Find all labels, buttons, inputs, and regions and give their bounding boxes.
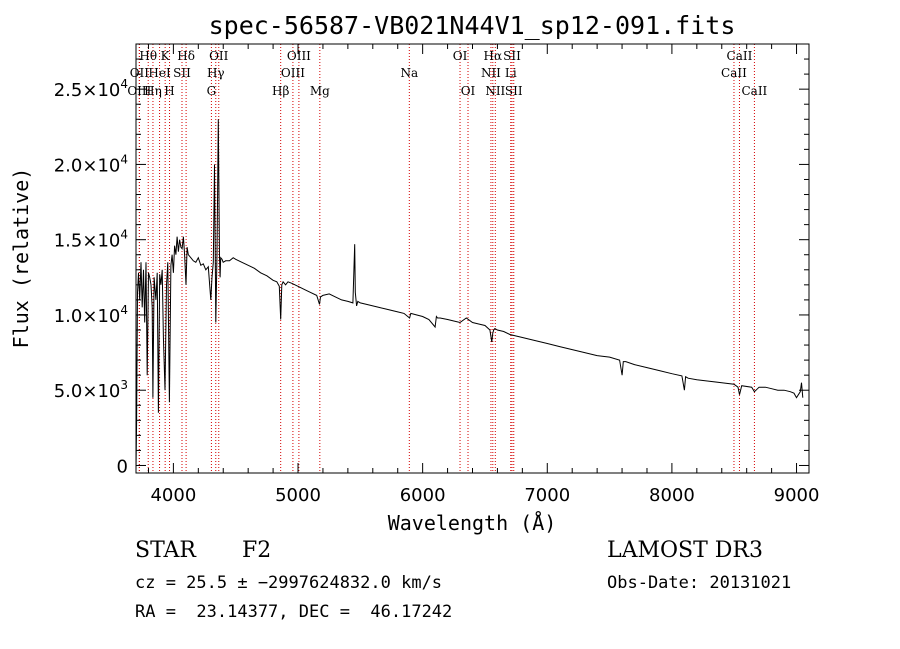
line-marker-label: CaII xyxy=(721,66,747,80)
object-subclass: F2 xyxy=(242,538,272,563)
y-tick-label: 5.0×103 xyxy=(54,378,128,402)
x-tick-label: 9000 xyxy=(774,485,820,506)
line-marker-label: SII xyxy=(173,66,191,80)
line-marker-label: H xyxy=(164,84,174,98)
line-marker-label: Hθ xyxy=(139,49,157,63)
chart-title: spec-56587-VB021N44V1_sp12-091.fits xyxy=(209,11,736,40)
x-tick-label: 6000 xyxy=(400,485,446,506)
y-tick-label: 0 xyxy=(117,456,128,477)
x-tick-label: 8000 xyxy=(649,485,695,506)
line-marker-label: Hβ xyxy=(272,84,289,98)
line-marker-label: SII xyxy=(503,49,521,63)
line-marker-label: OIII xyxy=(127,84,151,98)
observation-date: Obs-Date: 20131021 xyxy=(607,573,792,593)
object-class: STAR xyxy=(135,538,196,563)
line-marker-label: HeI xyxy=(148,66,171,80)
x-tick-label: 7000 xyxy=(524,485,570,506)
survey-name: LAMOST DR3 xyxy=(607,538,763,563)
line-marker-label: OIII xyxy=(287,49,311,63)
y-tick-label: 1.5×104 xyxy=(54,228,128,252)
line-marker-label: NII xyxy=(481,66,501,80)
x-axis-ticks: 4000 5000 6000 7000 8000 9000 xyxy=(147,44,820,506)
sky-coordinates: RA = 23.14377, DEC = 46.17242 xyxy=(135,602,453,622)
plot-frame xyxy=(135,43,810,474)
line-marker-label: Li xyxy=(505,66,517,80)
line-marker-label: K xyxy=(161,49,171,63)
y-axis-ticks: 0 5.0×103 1.0×104 1.5×104 2.0×104 2.5×104 xyxy=(54,58,809,477)
line-marker-label: OI xyxy=(453,49,468,63)
line-marker-label: SII xyxy=(505,84,523,98)
x-tick-label: 4000 xyxy=(150,485,196,506)
line-marker-label: OII xyxy=(130,66,150,80)
line-marker-label: Mg xyxy=(310,84,330,98)
line-marker-label: OI xyxy=(461,84,476,98)
line-marker-label: OII xyxy=(209,49,229,63)
line-marker-label: Na xyxy=(400,66,418,80)
line-marker-label: Hα xyxy=(484,49,503,63)
line-marker-label: G xyxy=(207,84,217,98)
line-marker-label: Hη xyxy=(144,84,162,98)
line-marker-label: OIII xyxy=(281,66,305,80)
spectrum-line xyxy=(135,119,804,471)
redshift-velocity: cz = 25.5 ± −2997624832.0 km/s xyxy=(135,573,443,593)
line-marker-label: NII xyxy=(485,84,505,98)
y-tick-label: 2.0×104 xyxy=(54,152,128,176)
y-axis-label: Flux (relative) xyxy=(9,168,33,349)
line-marker-label: CaII xyxy=(741,84,767,98)
x-tick-label: 5000 xyxy=(275,485,321,506)
y-tick-label: 2.5×104 xyxy=(54,77,128,101)
line-marker-label: Hδ xyxy=(177,49,195,63)
y-tick-label: 1.0×104 xyxy=(54,303,128,327)
line-marker-label: Hγ xyxy=(207,66,225,80)
x-axis-label: Wavelength (Å) xyxy=(388,511,557,535)
line-marker-label: CaII xyxy=(727,49,753,63)
